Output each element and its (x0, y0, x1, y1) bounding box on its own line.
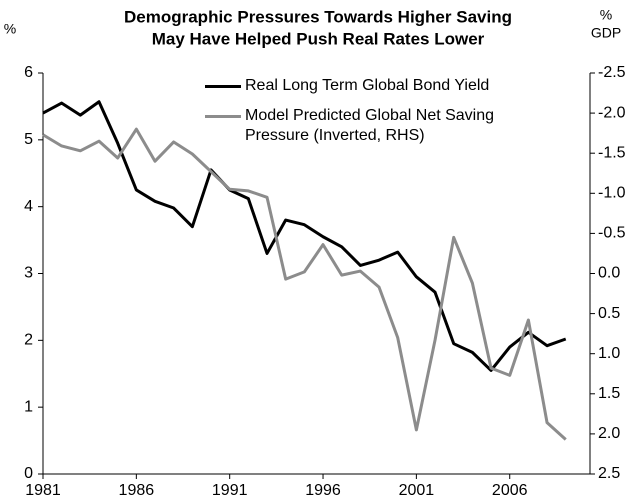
y2-tick-label: 1.0 (598, 345, 620, 362)
y2-tick-label: 0.5 (598, 305, 620, 322)
y2-tick-label: -2.0 (598, 104, 626, 121)
series-line (42, 127, 567, 441)
y-tick-label: 1 (24, 398, 33, 415)
y-tick-label: 0 (24, 465, 33, 482)
legend-label: Model Predicted Global Net Saving Pressu… (245, 107, 495, 144)
x-tick-label: 2001 (399, 482, 435, 499)
y-axis-label: % (4, 21, 16, 37)
y2-tick-label: 2.5 (598, 465, 620, 482)
y2-axis-label: GDP (591, 25, 621, 41)
y2-tick-label: 2.0 (598, 425, 620, 442)
y2-tick-label: -2.5 (598, 64, 626, 81)
legend-label: Real Long Term Global Bond Yield (245, 77, 490, 94)
y2-tick-label: 0.0 (598, 265, 620, 282)
x-tick-label: 1996 (305, 482, 341, 499)
y2-tick-label: 1.5 (598, 385, 620, 402)
y-tick-label: 4 (24, 198, 33, 215)
series-line (42, 100, 567, 372)
legend-entry: Model Predicted Global Net Saving Pressu… (205, 106, 545, 146)
legend: Real Long Term Global Bond Yield Model Pr… (205, 76, 545, 156)
y-tick-label: 2 (24, 332, 33, 349)
x-tick-label: 1986 (119, 482, 155, 499)
x-tick-label: 1981 (25, 482, 61, 499)
y-tick-label: 3 (24, 265, 33, 282)
y2-tick-label: -1.5 (598, 144, 626, 161)
chart-title: May Have Helped Push Real Rates Lower (152, 29, 485, 48)
y-tick-label: 6 (24, 64, 33, 81)
chart-title: Demographic Pressures Towards Higher Sav… (124, 7, 512, 26)
legend-entry: Real Long Term Global Bond Yield (205, 76, 545, 96)
y-tick-label: 5 (24, 131, 33, 148)
x-tick-label: 2006 (492, 482, 528, 499)
y2-tick-label: -1.0 (598, 185, 626, 202)
legend-swatch (205, 115, 241, 118)
x-tick-label: 1991 (212, 482, 248, 499)
legend-swatch (205, 85, 241, 88)
y2-axis-label: % (600, 7, 612, 23)
y2-tick-label: -0.5 (598, 225, 626, 242)
